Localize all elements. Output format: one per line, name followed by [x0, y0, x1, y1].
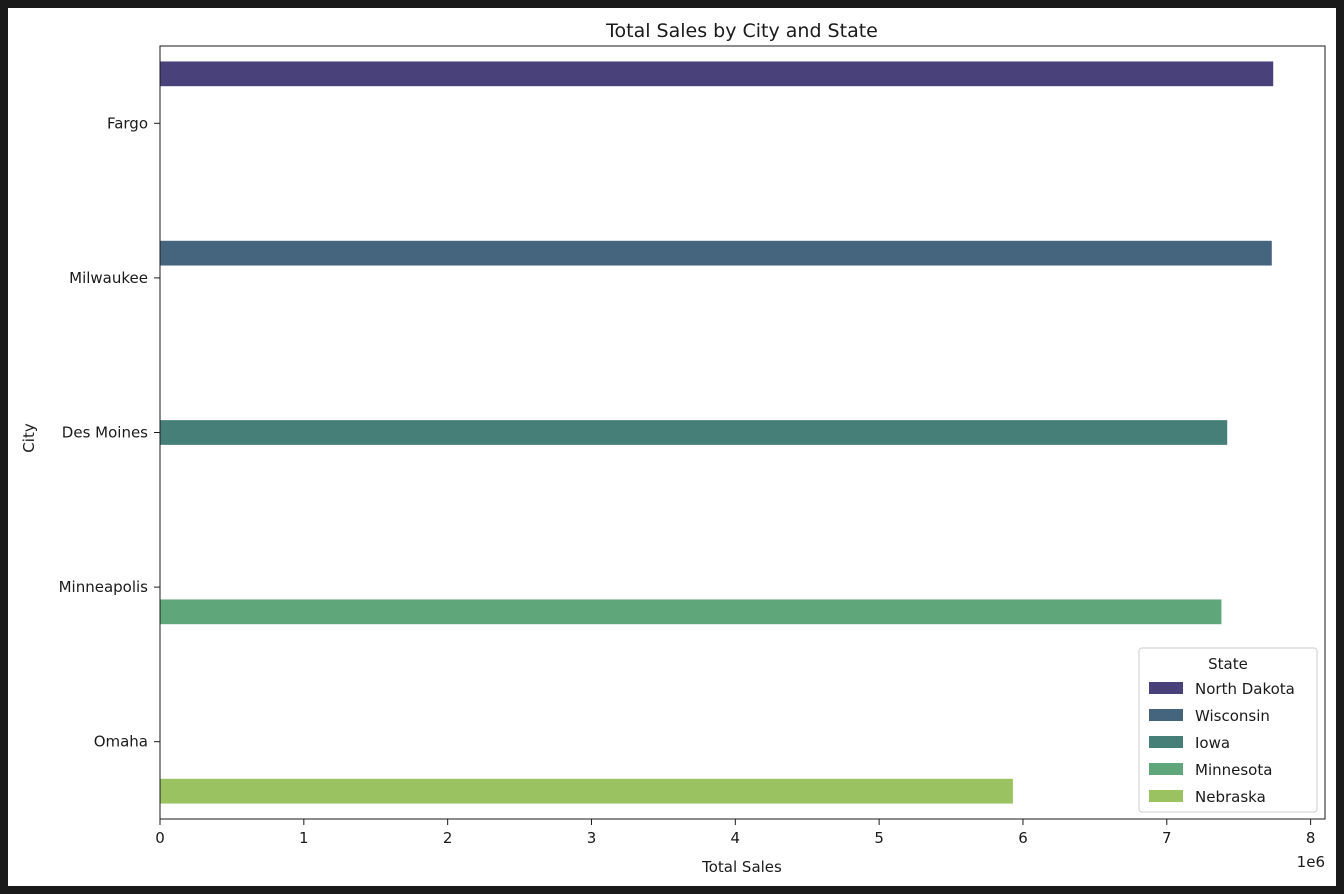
legend: State North Dakota Wisconsin Iowa Minnesota… [1138, 647, 1318, 813]
legend-swatch [1149, 763, 1183, 775]
x-tick-label: 5 [874, 829, 884, 847]
chart-title: Total Sales by City and State [605, 20, 878, 42]
bar-omaha [160, 778, 1013, 804]
y-tick-label: Minneapolis [59, 578, 149, 596]
x-axis-label: Total Sales [701, 858, 782, 876]
x-tick-label: 0 [155, 829, 165, 847]
legend-label: Wisconsin [1195, 707, 1270, 725]
x-axis-ticks: 0 1 2 3 4 5 6 7 8 [155, 819, 1315, 847]
y-tick-label: Milwaukee [69, 269, 148, 287]
legend-swatch [1149, 736, 1183, 748]
y-tick-label: Fargo [107, 114, 148, 132]
legend-items: North Dakota Wisconsin Iowa Minnesota Nebras… [1149, 680, 1295, 806]
bar-des-moines [160, 420, 1228, 445]
bar-milwaukee [160, 240, 1272, 266]
legend-label: Iowa [1195, 734, 1230, 752]
figure-background [8, 8, 1336, 886]
y-axis-label: City [20, 423, 38, 453]
y-tick-label: Omaha [94, 733, 148, 751]
y-axis-ticks: Fargo Milwaukee Des Moines Minneapolis Omaha [59, 114, 160, 751]
x-axis-scale-label: 1e6 [1297, 853, 1325, 871]
x-tick-label: 7 [1162, 829, 1172, 847]
legend-box [1138, 647, 1318, 813]
x-tick-label: 6 [1018, 829, 1028, 847]
legend-swatch [1149, 790, 1183, 802]
legend-label: Minnesota [1195, 761, 1272, 779]
x-tick-label: 8 [1306, 829, 1316, 847]
x-tick-label: 2 [443, 829, 453, 847]
legend-label: Nebraska [1195, 788, 1266, 806]
legend-title: State [1208, 655, 1248, 673]
bar-fargo [160, 61, 1274, 87]
bar-minneapolis [160, 599, 1222, 625]
legend-swatch [1149, 709, 1183, 721]
x-tick-label: 1 [299, 829, 309, 847]
x-tick-label: 3 [587, 829, 597, 847]
x-tick-label: 4 [731, 829, 741, 847]
y-tick-label: Des Moines [62, 424, 148, 442]
legend-label: North Dakota [1195, 680, 1295, 698]
bars-group [160, 61, 1274, 804]
legend-swatch [1149, 682, 1183, 694]
